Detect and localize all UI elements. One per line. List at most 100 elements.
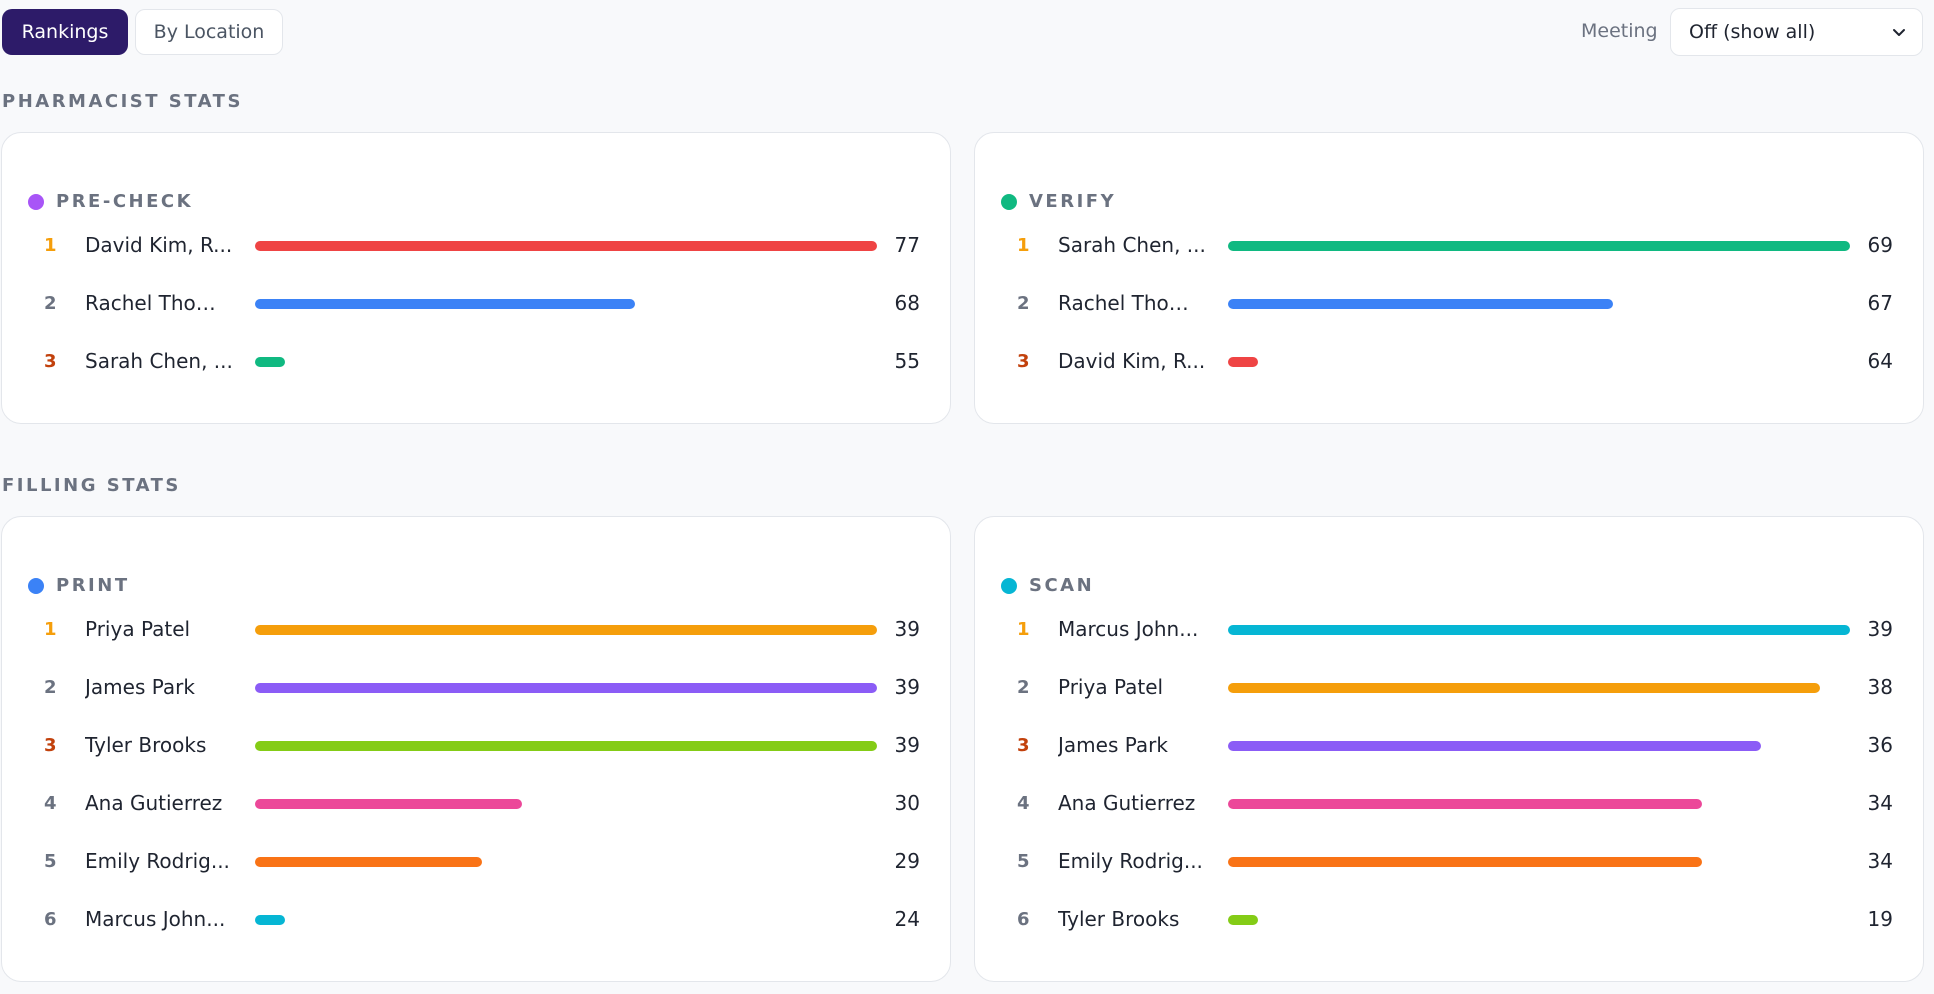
stat-value: 64 (1867, 349, 1893, 373)
stat-value: 39 (894, 675, 920, 699)
category-dot-icon (28, 193, 44, 210)
bar-track (255, 241, 877, 251)
bar-track (255, 857, 877, 867)
stat-value: 55 (894, 349, 920, 373)
rank-number: 2 (44, 293, 57, 314)
card-verify: VERIFY 1 Sarah Chen, ... 69 2 Rachel Thom...… (974, 132, 1924, 424)
rank-number: 1 (1017, 619, 1030, 640)
ranking-row: 2 Rachel Thom... 67 (975, 289, 1923, 319)
ranking-row: 4 Ana Gutierrez 30 (2, 789, 950, 819)
bar-track (1228, 683, 1850, 693)
stat-value: 69 (1867, 233, 1893, 257)
rank-number: 4 (44, 793, 57, 814)
card-title: PRE-CHECK (56, 191, 194, 212)
ranking-row: 2 Rachel Thom... 68 (2, 289, 950, 319)
category-dot-icon (28, 577, 44, 594)
rank-number: 3 (44, 351, 57, 372)
stat-value: 36 (1867, 733, 1893, 757)
stat-value: 68 (894, 291, 920, 315)
ranking-row: 3 Sarah Chen, ... 55 (2, 347, 950, 377)
rank-number: 2 (1017, 677, 1030, 698)
bar-fill (1228, 915, 1258, 925)
bar-fill (255, 625, 877, 635)
rank-number: 3 (1017, 351, 1030, 372)
meeting-select-value: Off (show all) (1689, 21, 1816, 43)
bar-track (255, 741, 877, 751)
tab-rankings[interactable]: Rankings (2, 9, 128, 55)
rank-number: 6 (1017, 909, 1030, 930)
person-name: Ana Gutierrez (85, 791, 223, 815)
rank-number: 4 (1017, 793, 1030, 814)
ranking-row: 3 Tyler Brooks 39 (2, 731, 950, 761)
bar-track (255, 299, 877, 309)
stat-value: 34 (1867, 849, 1893, 873)
stat-value: 19 (1867, 907, 1893, 931)
ranking-row: 1 Sarah Chen, ... 69 (975, 231, 1923, 261)
bar-fill (1228, 357, 1258, 367)
bar-track (1228, 241, 1850, 251)
card-title: VERIFY (1029, 191, 1117, 212)
view-tabs: Rankings By Location (2, 9, 283, 55)
person-name: Priya Patel (85, 617, 191, 641)
person-name: Marcus John... (1058, 617, 1199, 641)
card-scan: SCAN 1 Marcus John... 39 2 Priya Patel 38 3 Jam… (974, 516, 1924, 982)
meeting-select[interactable]: Off (show all) (1670, 8, 1923, 56)
top-bar: Rankings By Location Meeting Off (show a… (0, 0, 1934, 62)
card-header: PRINT (28, 575, 130, 596)
person-name: Sarah Chen, ... (85, 349, 233, 373)
card-pre-check: PRE-CHECK 1 David Kim, R... 77 2 Rachel Thom… (1, 132, 951, 424)
ranking-row: 5 Emily Rodrig... 29 (2, 847, 950, 877)
card-title: SCAN (1029, 575, 1095, 596)
person-name: David Kim, R... (85, 233, 233, 257)
person-name: Rachel Thom... (85, 291, 233, 315)
ranking-row: 1 Marcus John... 39 (975, 615, 1923, 645)
bar-fill (255, 915, 285, 925)
bar-track (255, 357, 877, 367)
person-name: David Kim, R... (1058, 349, 1206, 373)
stat-value: 30 (894, 791, 920, 815)
person-name: Tyler Brooks (1058, 907, 1180, 931)
card-header: VERIFY (1001, 191, 1116, 212)
tab-by-location[interactable]: By Location (135, 9, 283, 55)
rank-number: 3 (44, 735, 57, 756)
person-name: James Park (85, 675, 195, 699)
person-name: Sarah Chen, ... (1058, 233, 1206, 257)
chevron-down-icon (1893, 29, 1905, 36)
stat-value: 38 (1867, 675, 1893, 699)
bar-track (255, 915, 877, 925)
stat-value: 39 (1867, 617, 1893, 641)
bar-fill (1228, 299, 1613, 309)
rank-number: 3 (1017, 735, 1030, 756)
bar-fill (1228, 799, 1702, 809)
bar-fill (1228, 857, 1702, 867)
section-title-pharmacist-stats: PHARMACIST STATS (2, 91, 243, 112)
bar-track (1228, 915, 1850, 925)
person-name: James Park (1058, 733, 1168, 757)
rank-number: 6 (44, 909, 57, 930)
ranking-row: 6 Tyler Brooks 19 (975, 905, 1923, 935)
bar-track (1228, 741, 1850, 751)
stat-value: 77 (894, 233, 920, 257)
ranking-row: 4 Ana Gutierrez 34 (975, 789, 1923, 819)
person-name: Ana Gutierrez (1058, 791, 1196, 815)
bar-track (255, 625, 877, 635)
bar-track (255, 799, 877, 809)
ranking-row: 2 James Park 39 (2, 673, 950, 703)
bar-fill (255, 799, 522, 809)
stat-value: 24 (894, 907, 920, 931)
rank-number: 2 (1017, 293, 1030, 314)
rank-number: 5 (1017, 851, 1030, 872)
ranking-row: 5 Emily Rodrig... 34 (975, 847, 1923, 877)
rank-number: 1 (1017, 235, 1030, 256)
rank-number: 1 (44, 235, 57, 256)
rank-number: 5 (44, 851, 57, 872)
person-name: Emily Rodrig... (1058, 849, 1203, 873)
bar-fill (1228, 241, 1850, 251)
bar-fill (255, 857, 482, 867)
ranking-row: 3 David Kim, R... 64 (975, 347, 1923, 377)
bar-fill (255, 357, 285, 367)
person-name: Rachel Thom... (1058, 291, 1206, 315)
bar-track (1228, 799, 1850, 809)
stat-value: 34 (1867, 791, 1893, 815)
ranking-row: 6 Marcus John... 24 (2, 905, 950, 935)
